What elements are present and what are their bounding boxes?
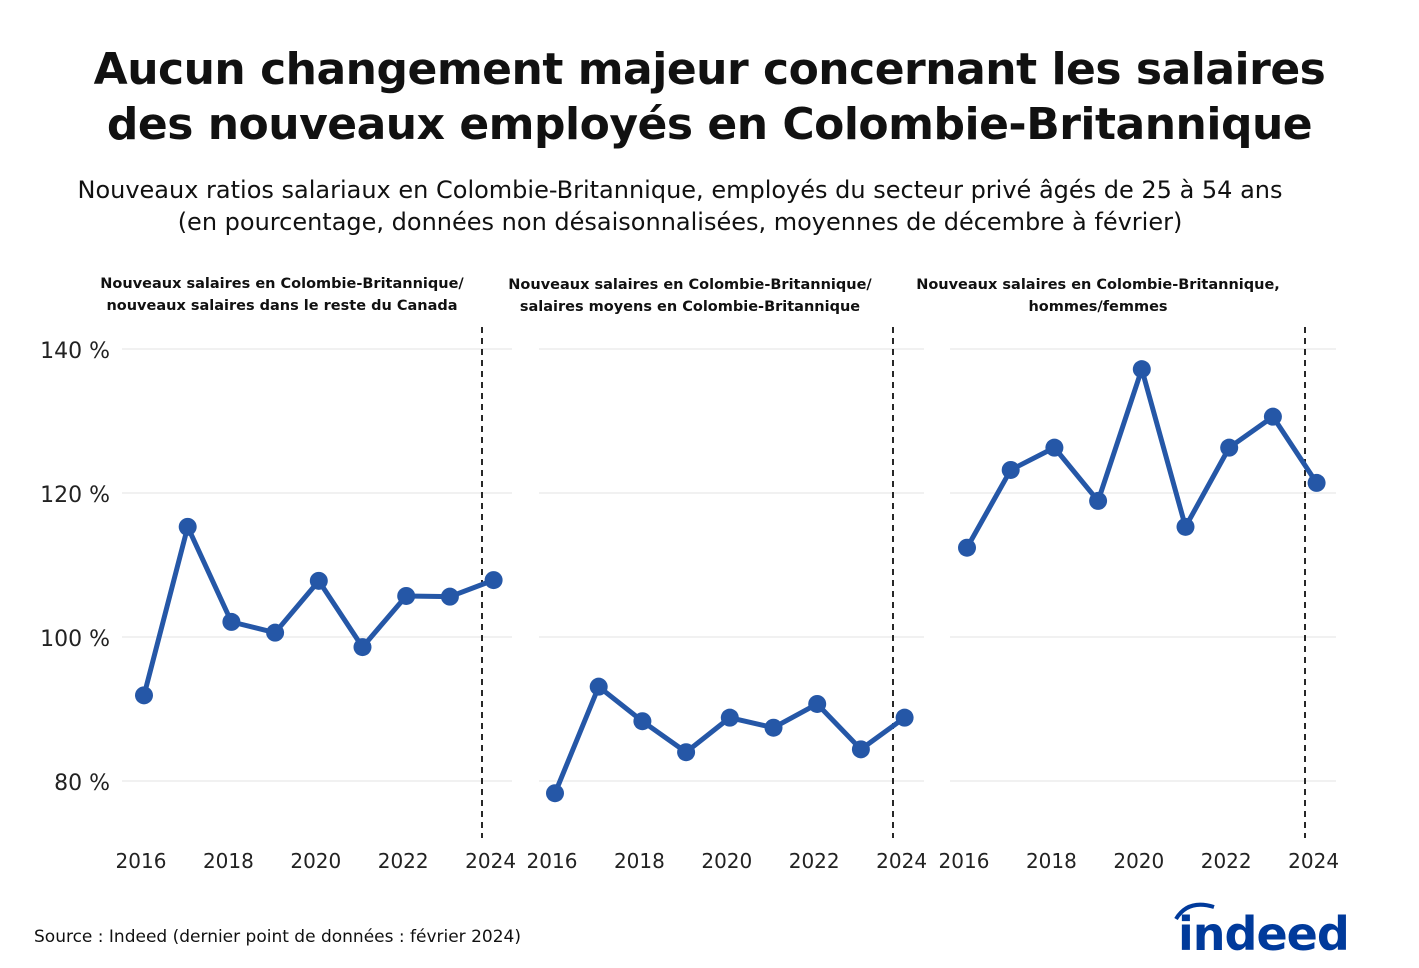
panel-2-title: Nouveaux salaires en Colombie-Britanniqu…: [490, 274, 890, 318]
x-tick-label: 2018: [614, 849, 665, 873]
series-line: [964, 366, 1319, 549]
data-point: [1045, 438, 1064, 457]
data-point: [353, 638, 372, 657]
data-point: [397, 586, 416, 605]
subtitle-line: Nouveaux ratios salariaux en Colombie-Br…: [77, 176, 1283, 204]
y-tick-label: 140 %: [40, 339, 110, 364]
x-tick-label: 2016: [527, 849, 578, 873]
data-point: [1176, 517, 1195, 536]
data-point: [958, 538, 976, 557]
data-point: [764, 718, 783, 737]
data-point: [808, 694, 827, 713]
data-point: [440, 587, 459, 606]
x-tick-label: 2020: [290, 849, 341, 873]
y-tick-label: 80 %: [54, 771, 110, 796]
data-point: [1132, 360, 1151, 379]
panel-title-line: Nouveaux salaires en Colombie-Britanniqu…: [916, 277, 1280, 293]
data-point: [546, 784, 564, 803]
data-point: [1307, 473, 1326, 492]
data-point: [589, 677, 608, 696]
source-note: Source : Indeed (dernier point de donnée…: [34, 927, 521, 947]
x-tick-label: 2020: [1113, 849, 1164, 873]
panel-title-line: salaires moyens en Colombie-Britannique: [519, 299, 861, 315]
chart-title: Aucun changement majeur concernant les s…: [0, 42, 1419, 152]
data-point: [266, 623, 285, 642]
panel-title-line: Nouveaux salaires en Colombie-Britanniqu…: [100, 276, 464, 292]
x-tick-label: 2016: [116, 849, 167, 873]
title-line: Aucun changement majeur concernant les s…: [93, 44, 1326, 95]
panel-title-line: Nouveaux salaires en Colombie-Britanniqu…: [508, 277, 872, 293]
x-tick-label: 2022: [789, 849, 840, 873]
series-line: [141, 524, 495, 696]
data-point: [633, 712, 652, 731]
x-tick-label: 2018: [1026, 849, 1077, 873]
data-point: [677, 743, 696, 762]
subtitle-line: (en pourcentage, données non désaisonnal…: [177, 208, 1183, 236]
x-tick-label: 2024: [1288, 849, 1339, 873]
x-tick-label: 2018: [203, 849, 254, 873]
indeed-logo: indeed: [1174, 902, 1346, 955]
data-point: [1263, 407, 1282, 426]
panel-1-title: Nouveaux salaires en Colombie-Britanniqu…: [82, 273, 482, 317]
y-tick-label: 100 %: [40, 627, 110, 652]
x-tick-label: 2024: [876, 849, 927, 873]
x-tick-label: 2024: [465, 849, 516, 873]
data-point: [309, 571, 328, 590]
x-tick-label: 2022: [1201, 849, 1252, 873]
data-point: [851, 740, 870, 759]
data-point: [1089, 491, 1108, 510]
data-point: [720, 708, 739, 727]
data-point: [135, 686, 153, 705]
x-tick-label: 2016: [939, 849, 990, 873]
y-tick-label: 120 %: [40, 483, 110, 508]
data-point: [895, 708, 914, 727]
x-tick-label: 2022: [378, 849, 429, 873]
data-point: [484, 571, 503, 590]
data-point: [1001, 460, 1020, 479]
panel-title-line: hommes/femmes: [1028, 299, 1168, 315]
series-line: [552, 684, 907, 795]
panel-title-line: nouveaux salaires dans le reste du Canad…: [106, 298, 458, 314]
data-point: [222, 612, 241, 631]
panel-3-title: Nouveaux salaires en Colombie-Britanniqu…: [898, 274, 1298, 318]
chart-subtitle: Nouveaux ratios salariaux en Colombie-Br…: [0, 174, 1360, 238]
title-line: des nouveaux employés en Colombie-Britan…: [106, 99, 1313, 150]
data-point: [178, 517, 197, 536]
svg-text:indeed: indeed: [1178, 907, 1346, 955]
x-tick-label: 2020: [701, 849, 752, 873]
data-point: [1220, 438, 1239, 457]
